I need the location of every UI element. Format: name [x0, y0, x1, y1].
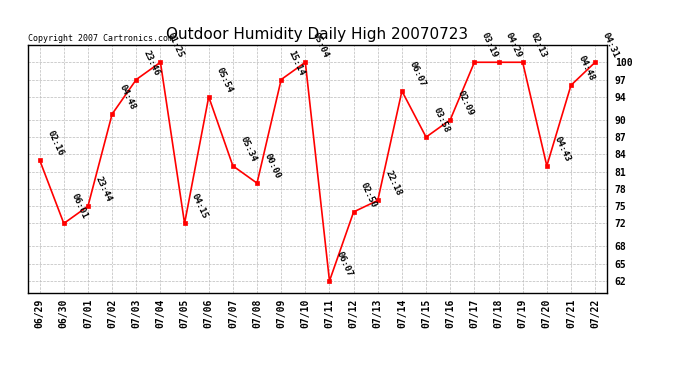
Text: 04:48: 04:48: [118, 83, 137, 111]
Text: 02:13: 02:13: [529, 32, 548, 60]
Text: 23:44: 23:44: [94, 175, 113, 203]
Text: 02:50: 02:50: [359, 181, 379, 209]
Text: 02:16: 02:16: [46, 129, 65, 158]
Text: 05:04: 05:04: [311, 32, 331, 60]
Text: 06:07: 06:07: [408, 60, 427, 88]
Text: 05:34: 05:34: [239, 135, 258, 163]
Text: 04:31: 04:31: [601, 32, 620, 60]
Text: Copyright 2007 Cartronics.com: Copyright 2007 Cartronics.com: [28, 33, 172, 42]
Text: 15:14: 15:14: [287, 49, 306, 77]
Text: 03:58: 03:58: [432, 106, 451, 134]
Text: 05:54: 05:54: [215, 66, 234, 94]
Text: 06:01: 06:01: [70, 192, 89, 220]
Text: 02:09: 02:09: [456, 89, 475, 117]
Text: 04:29: 04:29: [504, 32, 524, 60]
Text: 06:07: 06:07: [335, 250, 355, 278]
Text: 04:15: 04:15: [190, 192, 210, 220]
Text: 04:43: 04:43: [553, 135, 572, 163]
Title: Outdoor Humidity Daily High 20070723: Outdoor Humidity Daily High 20070723: [166, 27, 469, 42]
Text: 03:19: 03:19: [480, 32, 500, 60]
Text: 23:46: 23:46: [142, 49, 161, 77]
Text: 01:25: 01:25: [166, 32, 186, 60]
Text: 04:48: 04:48: [577, 54, 596, 82]
Text: 22:18: 22:18: [384, 170, 403, 198]
Text: 00:00: 00:00: [263, 152, 282, 180]
